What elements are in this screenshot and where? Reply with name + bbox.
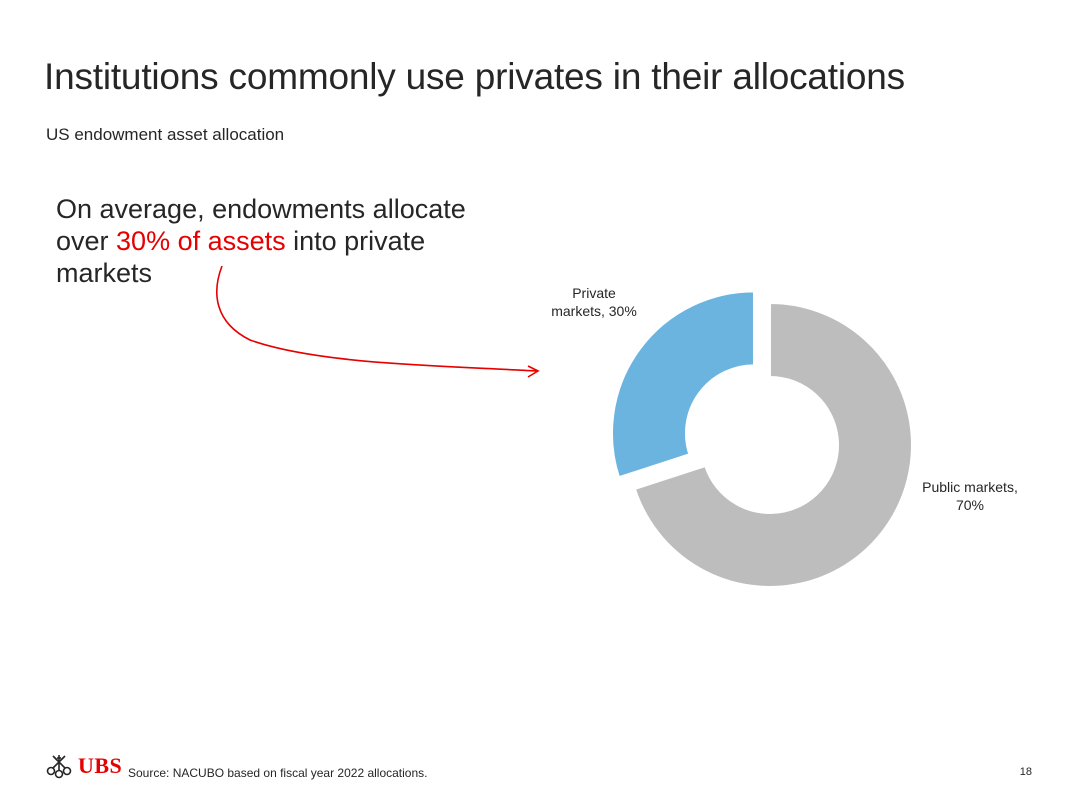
donut-labels: Private markets, 30% Public markets, 70% — [551, 285, 1018, 513]
callout-highlight: 30% of assets — [116, 226, 286, 256]
keys-icon — [46, 755, 72, 779]
slide-title: Institutions commonly use privates in th… — [44, 56, 905, 97]
callout-arrowhead — [527, 365, 540, 378]
slide-subtitle: US endowment asset allocation — [46, 125, 285, 144]
ubs-wordmark: UBS — [78, 753, 123, 778]
callout-text-start: On average, endowments allocate over — [56, 194, 466, 256]
callout-text: On average, endowments allocate over 30%… — [56, 193, 476, 289]
page-number: 18 — [1019, 766, 1032, 778]
callout-text-end: into private markets — [56, 226, 426, 288]
callout-arrow — [216, 265, 537, 372]
source-note: Source: NACUBO based on fiscal year 2022… — [128, 766, 428, 780]
donut-slices — [611, 290, 913, 588]
slice-label-public-markets: Public markets, 70% — [922, 479, 1018, 513]
ubs-logo: UBS — [44, 752, 122, 780]
donut-slice-public-markets — [633, 301, 913, 588]
slice-label-private-markets: Private markets, 30% — [551, 285, 637, 319]
donut-slice-private-markets — [611, 290, 755, 479]
